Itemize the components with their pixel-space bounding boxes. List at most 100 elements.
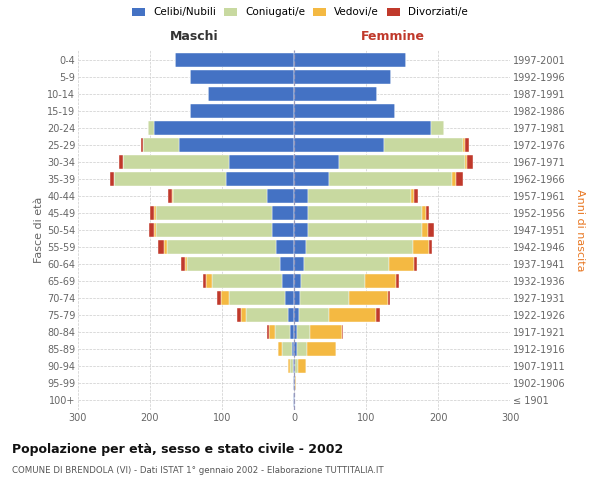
Bar — [282, 342, 292, 356]
Bar — [156, 206, 272, 220]
Bar — [456, 172, 463, 186]
Bar — [294, 155, 338, 169]
Bar — [376, 308, 380, 322]
Bar — [396, 274, 399, 288]
Bar — [294, 359, 295, 373]
Bar — [276, 240, 294, 254]
Bar — [290, 359, 293, 373]
Bar — [290, 325, 294, 339]
Bar — [229, 155, 294, 169]
Bar — [288, 359, 290, 373]
Bar — [168, 189, 172, 203]
Bar — [294, 342, 297, 356]
Bar — [308, 206, 422, 220]
Bar — [203, 274, 206, 288]
Bar — [294, 53, 406, 67]
Bar — [308, 223, 422, 237]
Bar — [329, 172, 452, 186]
Bar — [384, 138, 463, 152]
Bar — [294, 206, 308, 220]
Bar — [422, 223, 428, 237]
Bar — [293, 376, 294, 390]
Bar — [283, 274, 294, 288]
Bar — [292, 342, 294, 356]
Bar — [286, 291, 294, 305]
Bar — [294, 138, 384, 152]
Bar — [269, 325, 275, 339]
Bar — [229, 291, 286, 305]
Bar — [295, 359, 298, 373]
Bar — [190, 70, 294, 84]
Bar — [268, 325, 269, 339]
Bar — [241, 308, 247, 322]
Bar — [294, 291, 300, 305]
Bar — [463, 138, 466, 152]
Bar — [208, 87, 294, 101]
Bar — [294, 240, 306, 254]
Bar — [185, 257, 187, 271]
Bar — [428, 223, 434, 237]
Bar — [187, 257, 280, 271]
Bar — [114, 172, 226, 186]
Bar — [294, 189, 308, 203]
Bar — [221, 291, 229, 305]
Bar — [212, 274, 283, 288]
Legend: Celibi/Nubili, Coniugati/e, Vedovi/e, Divorziati/e: Celibi/Nubili, Coniugati/e, Vedovi/e, Di… — [130, 5, 470, 20]
Bar — [410, 189, 414, 203]
Bar — [467, 155, 473, 169]
Bar — [154, 206, 156, 220]
Bar — [349, 291, 388, 305]
Bar — [304, 257, 389, 271]
Bar — [272, 206, 294, 220]
Bar — [294, 274, 301, 288]
Bar — [307, 342, 336, 356]
Bar — [122, 155, 229, 169]
Bar — [329, 308, 376, 322]
Bar — [294, 223, 308, 237]
Bar — [143, 138, 179, 152]
Bar — [294, 70, 391, 84]
Bar — [452, 172, 456, 186]
Bar — [266, 189, 294, 203]
Y-axis label: Fasce di età: Fasce di età — [34, 197, 44, 263]
Bar — [294, 121, 431, 135]
Bar — [431, 121, 444, 135]
Text: Maschi: Maschi — [170, 30, 219, 43]
Text: Popolazione per età, sesso e stato civile - 2002: Popolazione per età, sesso e stato civil… — [12, 442, 343, 456]
Bar — [297, 325, 310, 339]
Bar — [110, 172, 114, 186]
Bar — [294, 308, 299, 322]
Bar — [247, 308, 288, 322]
Bar — [294, 87, 377, 101]
Text: COMUNE DI BRENDOLA (VI) - Dati ISTAT 1° gennaio 2002 - Elaborazione TUTTITALIA.I: COMUNE DI BRENDOLA (VI) - Dati ISTAT 1° … — [12, 466, 383, 475]
Bar — [294, 325, 297, 339]
Y-axis label: Anni di nascita: Anni di nascita — [575, 188, 585, 271]
Bar — [388, 291, 391, 305]
Bar — [158, 240, 164, 254]
Bar — [280, 257, 294, 271]
Bar — [294, 393, 295, 407]
Bar — [206, 274, 212, 288]
Bar — [272, 223, 294, 237]
Bar — [150, 206, 154, 220]
Bar — [297, 342, 307, 356]
Bar — [164, 240, 167, 254]
Bar — [148, 121, 154, 135]
Bar — [181, 257, 185, 271]
Bar — [179, 138, 294, 152]
Bar — [226, 172, 294, 186]
Bar — [237, 308, 241, 322]
Bar — [464, 155, 467, 169]
Bar — [294, 257, 304, 271]
Bar — [156, 223, 272, 237]
Bar — [293, 359, 294, 373]
Bar — [293, 393, 294, 407]
Bar — [413, 257, 417, 271]
Bar — [173, 189, 266, 203]
Bar — [299, 308, 329, 322]
Bar — [275, 325, 290, 339]
Bar — [338, 155, 464, 169]
Bar — [365, 274, 396, 288]
Bar — [175, 53, 294, 67]
Text: Femmine: Femmine — [361, 30, 425, 43]
